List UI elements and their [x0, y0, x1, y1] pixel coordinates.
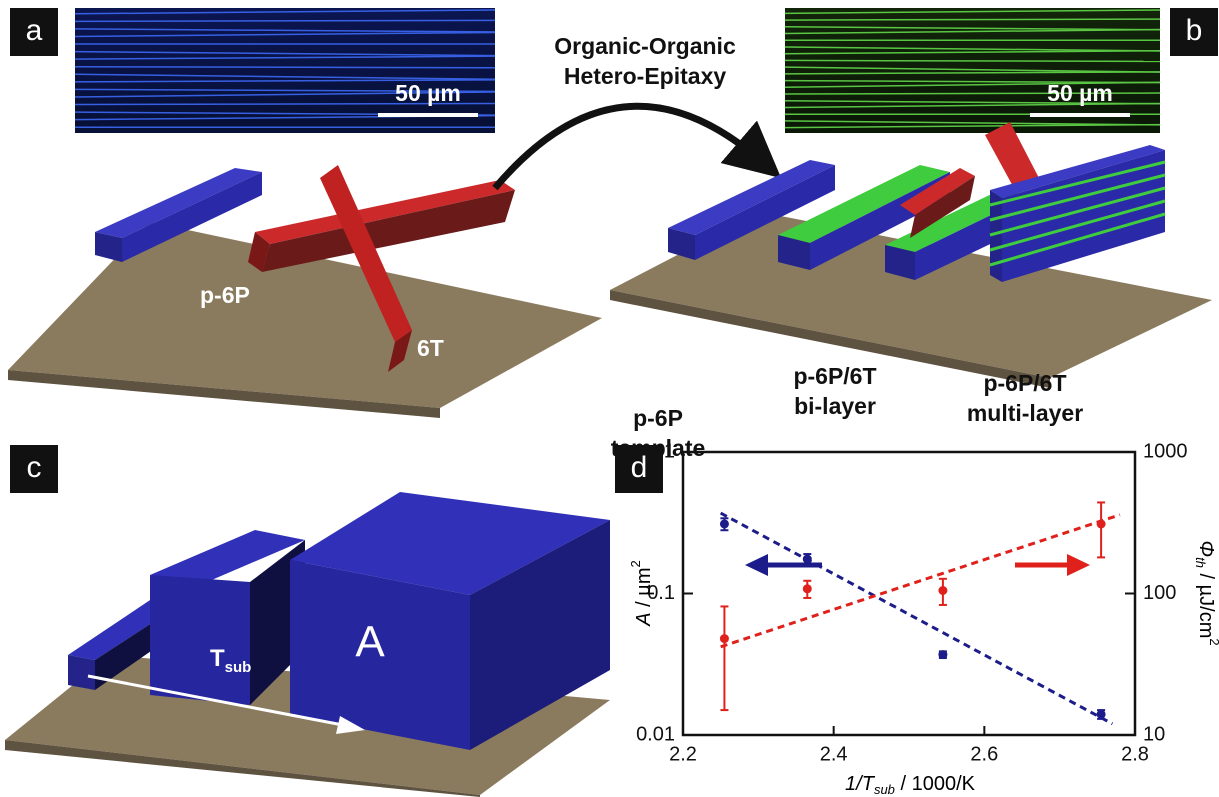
data-point: [938, 650, 947, 659]
y2-tick-label: 100: [1143, 582, 1176, 604]
structure-label: p-6P/6T: [983, 370, 1066, 396]
block-front: [68, 655, 95, 690]
area-label: A: [355, 618, 385, 667]
data-point: [1097, 710, 1106, 719]
scale-bar-label: 50 µm: [395, 80, 461, 106]
y-tick-label: 1: [664, 440, 675, 462]
epitaxy-arrow: [495, 106, 760, 188]
fiber: [75, 67, 495, 68]
temperature-symbol: T: [210, 645, 225, 672]
x-tick-label: 2.8: [1121, 743, 1149, 765]
panel-label: c: [27, 451, 42, 484]
y2-tick-label: 10: [1143, 723, 1165, 745]
axis-arrow-head: [1067, 554, 1090, 576]
y-label-unit: / µm: [633, 568, 655, 613]
panel-label: b: [1186, 14, 1203, 47]
block-front: [150, 575, 250, 705]
temperature-subscript: sub: [225, 659, 252, 676]
panel-label: a: [26, 14, 43, 47]
x-label-unit: / 1000/K: [895, 773, 976, 795]
y2-label-sup: 2: [1207, 638, 1219, 645]
x-label-subscript: sub: [874, 782, 895, 797]
arrow-label: Organic-Organic: [554, 33, 736, 59]
body: a 50 µm p-6P 6T Organic-Organic Hetero-E…: [0, 0, 1219, 797]
y-axis-label: A / µm2: [628, 560, 655, 626]
scale-bar-label: 50 µm: [1047, 80, 1113, 106]
fiber: [785, 60, 1160, 61]
y2-label-subscript: th: [1193, 557, 1208, 568]
axis-arrow-head: [745, 554, 768, 576]
panel-c: c A Tsub: [5, 445, 610, 797]
x-axis-label: 1/Tsub / 1000/K: [845, 773, 976, 797]
x-tick-label: 2.4: [820, 743, 848, 765]
page: {"panels": { "a": {"label": "a", "scale_…: [0, 0, 1219, 797]
fit-line: [721, 513, 1113, 724]
data-point: [720, 519, 729, 528]
data-point: [803, 584, 812, 593]
panel-label: d: [631, 451, 648, 484]
x-tick-label: 2.2: [669, 743, 697, 765]
y2-axis-label: Φth / µJ/cm2: [1193, 540, 1219, 645]
y2-label-symbol: Φ: [1195, 540, 1217, 557]
crystal-label: 6T: [417, 335, 444, 361]
structure-label: bi-layer: [794, 393, 876, 419]
x-tick-label: 2.6: [970, 743, 998, 765]
crystal-label: p-6P: [200, 282, 250, 308]
data-point: [803, 555, 812, 564]
fit-line: [721, 515, 1120, 647]
y-tick-label: 0.01: [636, 723, 675, 745]
panel-a: a 50 µm p-6P 6T: [8, 8, 602, 418]
structure-label: p-6P: [633, 405, 683, 431]
arrow-label: Hetero-Epitaxy: [564, 63, 727, 89]
data-point: [1097, 519, 1106, 528]
plot-frame: [683, 452, 1135, 735]
fiber: [785, 19, 1160, 20]
y2-tick-label: 1000: [1143, 440, 1188, 462]
y-label-sup: 2: [628, 560, 643, 567]
data-point: [938, 586, 947, 595]
structure-label: multi-layer: [967, 400, 1083, 426]
y-label-symbol: A: [633, 612, 655, 626]
x-label-symbol: 1/T: [845, 773, 876, 795]
fiber: [75, 20, 495, 21]
figure: a 50 µm p-6P 6T Organic-Organic Hetero-E…: [0, 0, 1219, 797]
y2-label-unit: / µJ/cm: [1195, 568, 1217, 638]
data-point: [720, 634, 729, 643]
structure-label: p-6P/6T: [793, 363, 876, 389]
